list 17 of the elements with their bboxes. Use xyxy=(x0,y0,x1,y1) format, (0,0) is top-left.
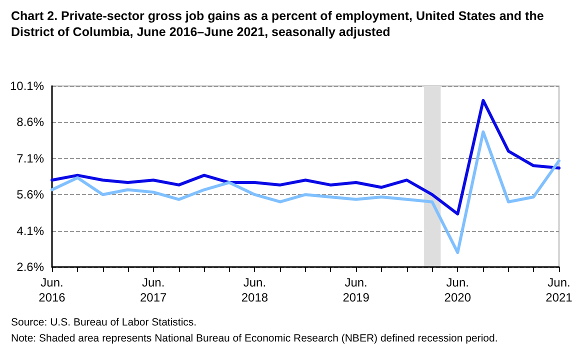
x-tick-label: Jun. 2021 xyxy=(546,276,573,304)
text: Note: Shaded area represents National Bureau of Economic Research (NBER) defined recession period. xyxy=(11,332,498,344)
y-tick-label: 8.6% xyxy=(16,115,44,130)
x-tick-label: Jun. 2016 xyxy=(38,276,66,304)
y-tick-label: 4.1% xyxy=(16,224,44,238)
y-tick-label: 5.6% xyxy=(16,188,44,202)
x-tick-label: Jun. 2018 xyxy=(241,276,268,304)
source-note: Source: U.S. Bureau of Labor Statistics. xyxy=(11,316,197,328)
x-tick-label: Jun. 2020 xyxy=(444,276,472,304)
y-tick-label: 7.1% xyxy=(16,151,44,166)
line-series xyxy=(50,130,560,254)
chart-title: Chart 2. Private-sector gross job gains as a percent of employment, United States and the District of Columbia, June 2016–June 2021, seasonally adjusted xyxy=(11,9,548,39)
line-series xyxy=(50,98,560,216)
y-tick-label: 2.6% xyxy=(16,260,44,274)
x-tick-label: Jun. 2017 xyxy=(140,276,168,304)
x-tick-label: Jun. 2019 xyxy=(342,276,370,304)
y-tick-label: 10.1% xyxy=(10,79,44,93)
